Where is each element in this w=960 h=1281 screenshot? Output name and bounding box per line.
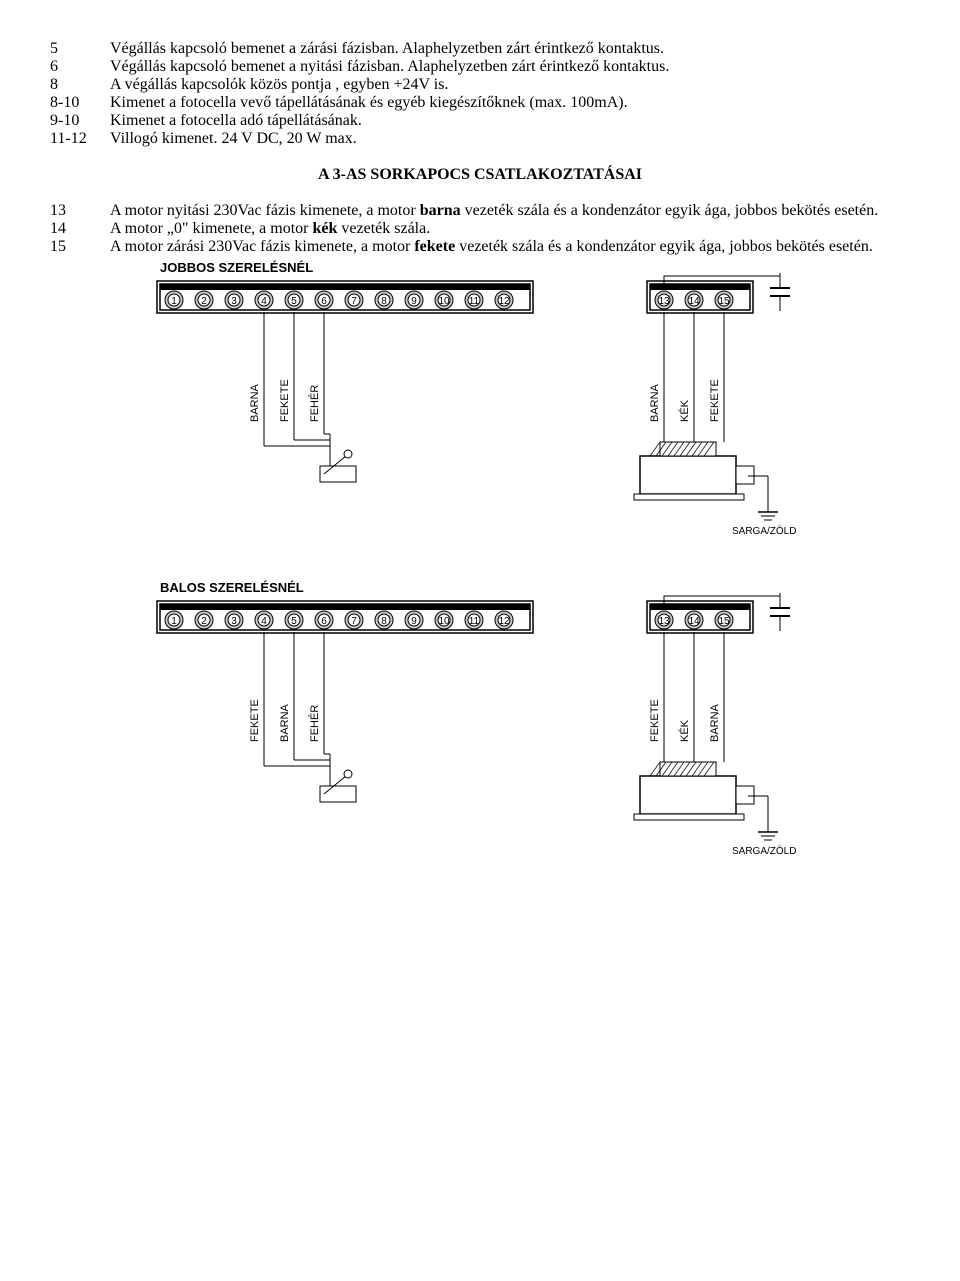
svg-text:11: 11	[469, 616, 480, 627]
svg-text:FEKETE: FEKETE	[709, 379, 721, 422]
svg-text:7: 7	[351, 296, 357, 307]
svg-text:4: 4	[261, 616, 267, 627]
svg-text:9: 9	[411, 296, 417, 307]
definition-text: Kimenet a fotocella vevő tápellátásának …	[110, 94, 910, 112]
svg-text:1: 1	[171, 296, 177, 307]
wiring-diagrams: JOBBOS SZERELÉSNÉL123456789101112131415B…	[50, 256, 910, 876]
definition-text: Kimenet a fotocella adó tápellátásának.	[110, 112, 910, 130]
definition-number: 11-12	[50, 130, 110, 148]
svg-text:3: 3	[231, 616, 237, 627]
svg-text:12: 12	[498, 296, 510, 307]
definition-number: 9-10	[50, 112, 110, 130]
definition-row: 11-12Villogó kimenet. 24 V DC, 20 W max.	[50, 130, 910, 148]
definition-text: Végállás kapcsoló bemenet a zárási fázis…	[110, 40, 910, 58]
svg-text:KÉK: KÉK	[678, 399, 691, 422]
definition-row: 15A motor zárási 230Vac fázis kimenete, …	[50, 238, 910, 256]
svg-text:2: 2	[201, 616, 207, 627]
svg-text:4: 4	[261, 296, 267, 307]
svg-text:KÉK: KÉK	[678, 719, 691, 742]
definition-number: 14	[50, 220, 110, 238]
svg-text:8: 8	[381, 616, 387, 627]
svg-text:11: 11	[469, 296, 480, 307]
definition-text: A végállás kapcsolók közös pontja , egyb…	[110, 76, 910, 94]
svg-text:FEKETE: FEKETE	[279, 379, 291, 422]
definition-text: A motor „0" kimenete, a motor kék vezeté…	[110, 220, 910, 238]
svg-text:SARGA/ZÖLD: SARGA/ZÖLD	[732, 845, 796, 857]
svg-text:BARNA: BARNA	[279, 703, 291, 742]
section-title: A 3-AS SORKAPOCS CSATLAKOZTATÁSAI	[50, 166, 910, 184]
svg-text:6: 6	[321, 616, 327, 627]
svg-text:BARNA: BARNA	[249, 383, 261, 422]
definitions-bottom: 13A motor nyitási 230Vac fázis kimenete,…	[50, 202, 910, 256]
definition-row: 14A motor „0" kimenete, a motor kék veze…	[50, 220, 910, 238]
definition-row: 13A motor nyitási 230Vac fázis kimenete,…	[50, 202, 910, 220]
svg-text:13: 13	[658, 296, 670, 307]
svg-text:SARGA/ZÖLD: SARGA/ZÖLD	[732, 525, 796, 537]
svg-text:13: 13	[658, 616, 670, 627]
svg-text:15: 15	[718, 616, 730, 627]
definition-row: 6Végállás kapcsoló bemenet a nyitási fáz…	[50, 58, 910, 76]
svg-text:14: 14	[688, 616, 700, 627]
svg-text:FEKETE: FEKETE	[249, 699, 261, 742]
svg-text:3: 3	[231, 296, 237, 307]
definition-number: 5	[50, 40, 110, 58]
svg-text:1: 1	[171, 616, 177, 627]
svg-text:FEHÉR: FEHÉR	[308, 705, 321, 742]
svg-text:JOBBOS SZERELÉSNÉL: JOBBOS SZERELÉSNÉL	[160, 260, 313, 275]
svg-text:6: 6	[321, 296, 327, 307]
definition-number: 8	[50, 76, 110, 94]
definition-text: Végállás kapcsoló bemenet a nyitási fázi…	[110, 58, 910, 76]
svg-text:FEKETE: FEKETE	[649, 699, 661, 742]
definition-number: 6	[50, 58, 110, 76]
definition-row: 5Végállás kapcsoló bemenet a zárási fázi…	[50, 40, 910, 58]
svg-text:8: 8	[381, 296, 387, 307]
definition-text: A motor zárási 230Vac fázis kimenete, a …	[110, 238, 910, 256]
svg-text:5: 5	[291, 296, 297, 307]
definition-text: A motor nyitási 230Vac fázis kimenete, a…	[110, 202, 910, 220]
svg-text:12: 12	[498, 616, 510, 627]
svg-text:15: 15	[718, 296, 730, 307]
definition-row: 8-10Kimenet a fotocella vevő tápellátásá…	[50, 94, 910, 112]
svg-text:BARNA: BARNA	[649, 383, 661, 422]
definition-number: 13	[50, 202, 110, 220]
definitions-top: 5Végállás kapcsoló bemenet a zárási fázi…	[50, 40, 910, 148]
definition-row: 9-10Kimenet a fotocella adó tápellátásán…	[50, 112, 910, 130]
wiring-diagram: JOBBOS SZERELÉSNÉL123456789101112131415B…	[100, 256, 860, 556]
svg-text:BALOS SZERELÉSNÉL: BALOS SZERELÉSNÉL	[160, 580, 304, 595]
svg-text:10: 10	[438, 616, 450, 627]
svg-text:9: 9	[411, 616, 417, 627]
definition-text: Villogó kimenet. 24 V DC, 20 W max.	[110, 130, 910, 148]
svg-text:BARNA: BARNA	[709, 703, 721, 742]
wiring-diagram: BALOS SZERELÉSNÉL123456789101112131415FE…	[100, 576, 860, 876]
svg-text:14: 14	[688, 296, 700, 307]
svg-text:7: 7	[351, 616, 357, 627]
svg-text:10: 10	[438, 296, 450, 307]
svg-text:FEHÉR: FEHÉR	[308, 385, 321, 422]
svg-text:5: 5	[291, 616, 297, 627]
definition-number: 15	[50, 238, 110, 256]
definition-number: 8-10	[50, 94, 110, 112]
svg-text:2: 2	[201, 296, 207, 307]
definition-row: 8A végállás kapcsolók közös pontja , egy…	[50, 76, 910, 94]
